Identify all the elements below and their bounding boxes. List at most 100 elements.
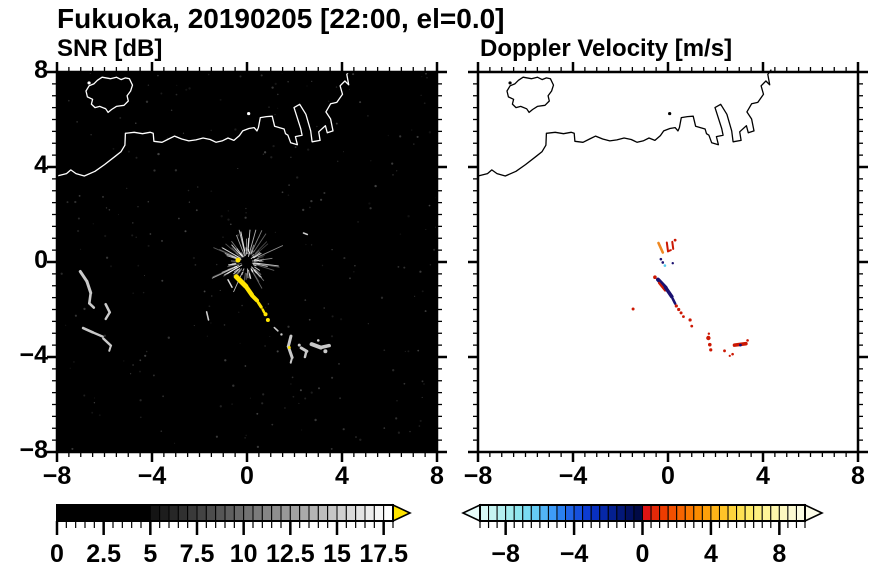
echo-stroke: [671, 297, 677, 305]
colorbar-segment: [84, 504, 95, 522]
colorbar-segment: [479, 504, 490, 522]
colorbar-segment: [624, 504, 635, 522]
colorbar-segment: [271, 504, 282, 522]
colorbar-under-arrow: [461, 503, 481, 523]
echo-strokes: [78, 232, 331, 364]
colorbar-segment: [505, 504, 515, 522]
colorbar-segment: [75, 504, 86, 522]
echo-strokes: [656, 240, 748, 347]
echo-stroke: [273, 326, 279, 332]
colorbar-segment: [701, 504, 712, 522]
echo-dot: [297, 343, 301, 347]
colorbar-segment: [573, 504, 584, 522]
echo-dot: [728, 354, 731, 357]
axis-ticks: [468, 62, 868, 462]
echo-stroke: [656, 277, 668, 290]
colorbar-segment: [616, 504, 626, 522]
snr-y-tick-label: 0: [34, 246, 48, 274]
velocity-colorbar-tick-label: 0: [635, 540, 650, 568]
echo-dot: [287, 346, 291, 349]
colorbar-segment: [539, 504, 549, 522]
echo-stroke: [657, 241, 665, 254]
echo-dot: [739, 343, 742, 347]
echo-stroke: [261, 308, 266, 314]
echo-stroke: [657, 281, 667, 292]
colorbar-segment: [299, 504, 310, 522]
coastline-mainland: [56, 69, 351, 177]
echo-stroke: [289, 356, 294, 364]
snr-colorbar-tick-label: 17.5: [359, 540, 408, 568]
colorbar-segment: [159, 504, 170, 522]
islet: [508, 81, 512, 85]
echo-dot: [677, 307, 681, 312]
echo-dot: [671, 261, 674, 265]
colorbar-segment: [633, 504, 643, 522]
colorbar-over-arrow: [804, 503, 824, 523]
echo-dot: [280, 333, 283, 336]
colorbar-segment: [590, 504, 601, 522]
echo-dot: [661, 261, 665, 264]
velocity-colorbar-tick-label: −4: [559, 540, 589, 568]
colorbar-segment: [744, 504, 755, 522]
colorbar-segment: [205, 504, 217, 522]
velocity-colorbar-tick-label: −8: [491, 540, 520, 568]
vel-x-tick-label: 4: [756, 462, 770, 490]
colorbar-segment: [599, 504, 609, 522]
radar-starburst: [211, 229, 284, 293]
colorbar-segment: [513, 504, 524, 522]
colorbar-segment: [718, 504, 729, 522]
colorbar-segment: [224, 504, 235, 522]
echo-dot: [679, 311, 683, 315]
colorbar-segment: [168, 504, 179, 522]
colorbar-segment: [753, 504, 763, 522]
colorbar-segment: [327, 504, 338, 522]
islet: [247, 111, 251, 116]
snr-panel-title: SNR [dB]: [57, 35, 163, 62]
colorbar-segment: [121, 504, 133, 522]
axis-ticks: [47, 62, 447, 462]
snr-y-tick-label: −8: [19, 436, 48, 464]
colorbar-ticks: [479, 521, 806, 535]
colorbar-segment: [787, 504, 797, 522]
coastline: [477, 69, 772, 177]
colorbar-segment: [607, 504, 618, 522]
echo-dot: [708, 342, 712, 347]
figure-title: Fukuoka, 20190205 [22:00, el=0.0]: [57, 3, 505, 34]
coastline: [56, 69, 351, 177]
coastline-island: [506, 76, 555, 114]
colorbar-segment: [795, 504, 806, 522]
echo-stroke: [667, 249, 672, 253]
colorbar-segment: [243, 504, 254, 522]
colorbar-segment: [103, 504, 114, 522]
vel-x-tick-label: 0: [661, 462, 675, 490]
vel-x-tick-label: −4: [558, 462, 588, 490]
colorbar-segment: [642, 504, 652, 522]
echo-dot: [674, 304, 678, 308]
vel-x-tick-label: −8: [463, 462, 493, 490]
echo-stroke: [102, 337, 113, 347]
colorbar-segment: [233, 504, 245, 522]
islet: [668, 111, 672, 116]
echo-stroke: [205, 311, 210, 321]
echo-stroke: [286, 334, 293, 349]
echo-dot: [746, 339, 749, 342]
snr-colorbar-tick-label: 10: [229, 540, 258, 568]
colorbar-segment: [693, 504, 703, 522]
echo-dot: [663, 264, 667, 267]
colorbar-segment: [345, 504, 357, 522]
plot-background: [57, 72, 437, 452]
echo-dot: [688, 318, 692, 322]
echo-dot: [709, 348, 713, 352]
noise-speckle: [60, 72, 438, 454]
colorbar-segment: [336, 504, 347, 522]
colorbar-segment: [684, 504, 695, 522]
snr-x-tick-label: −8: [42, 462, 72, 490]
coastline-mainland: [477, 69, 772, 177]
colorbar-segment: [565, 504, 575, 522]
colorbar-segment: [261, 504, 273, 522]
echo-stroke: [665, 241, 669, 253]
colorbar-segment: [488, 504, 498, 522]
echo-dot: [631, 307, 635, 311]
echo-dot: [316, 339, 320, 342]
echo-dot: [235, 257, 241, 263]
